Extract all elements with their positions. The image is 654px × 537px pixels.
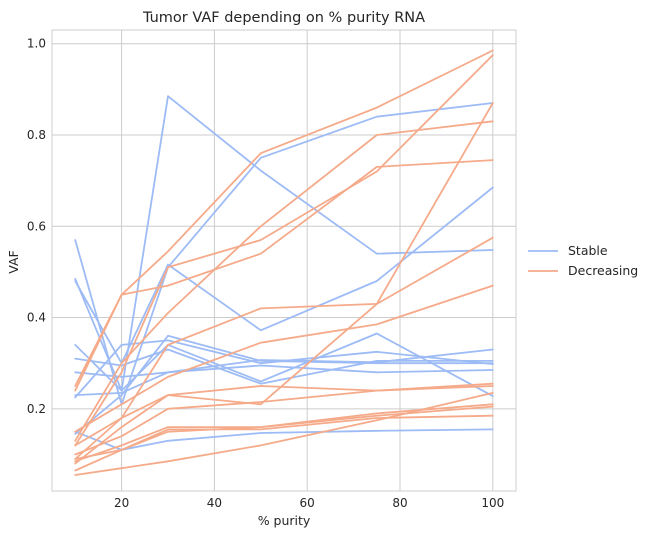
legend-label-decreasing: Decreasing	[568, 263, 638, 278]
legend-label-stable: Stable	[568, 243, 608, 258]
legend: Stable Decreasing	[528, 243, 638, 278]
x-tick-label: 40	[207, 496, 222, 510]
y-tick-label: 0.4	[27, 311, 46, 325]
chart-title: Tumor VAF depending on % purity RNA	[142, 10, 425, 26]
x-tick-label: 80	[392, 496, 407, 510]
y-axis-ticks: 0.2 0.4 0.6 0.8 1.0	[27, 37, 46, 416]
grid	[52, 30, 516, 491]
series-layer	[74, 49, 494, 476]
plot-area	[51, 29, 517, 492]
series-line-stable-3	[74, 186, 494, 365]
x-axis-label: % purity	[258, 513, 311, 528]
series-line-decreasing-17	[74, 284, 494, 433]
series-line-stable-9	[74, 334, 494, 435]
y-axis-label: VAF	[6, 250, 21, 274]
series-line-decreasing-19	[74, 382, 494, 456]
x-axis-ticks: 20 40 60 80 100	[114, 496, 504, 510]
y-tick-label: 0.8	[27, 128, 46, 142]
y-tick-label: 0.6	[27, 219, 46, 233]
series-line-decreasing-16	[74, 102, 494, 465]
series-line-stable-10	[74, 428, 494, 451]
series-line-decreasing-12	[74, 49, 494, 387]
series-line-decreasing-20	[74, 403, 494, 463]
x-tick-label: 100	[481, 496, 504, 510]
x-tick-label: 20	[114, 496, 129, 510]
series-line-stable-8	[74, 348, 494, 396]
series-line-decreasing-13	[74, 120, 494, 442]
series-line-stable-2	[74, 95, 494, 392]
y-tick-label: 0.2	[27, 402, 46, 416]
series-line-decreasing-22	[74, 414, 494, 472]
series-line-decreasing-14	[74, 54, 494, 447]
y-tick-label: 1.0	[27, 37, 46, 51]
series-line-decreasing-23	[74, 392, 494, 476]
series-line-decreasing-15	[74, 236, 494, 460]
series-line-stable-7	[74, 339, 494, 399]
x-tick-label: 60	[300, 496, 315, 510]
